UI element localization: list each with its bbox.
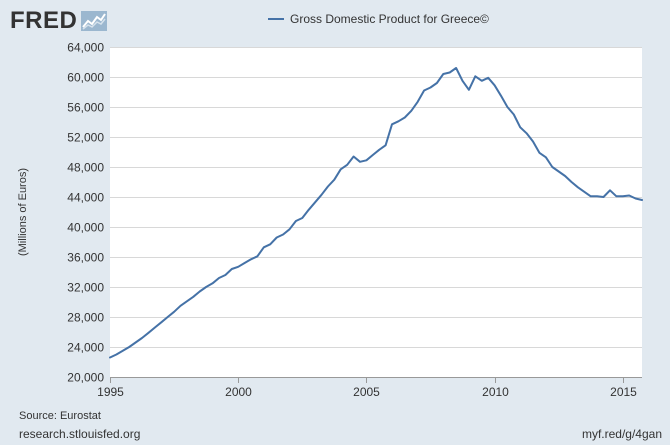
y-tick-label: 56,000 [67, 101, 104, 115]
short-link[interactable]: myf.red/g/4gan [581, 427, 662, 441]
y-tick-label: 64,000 [67, 41, 104, 55]
x-tick-label: 2015 [610, 385, 637, 399]
series-line[interactable] [109, 67, 643, 359]
fred-logo-text: FRED [10, 7, 78, 34]
y-tick-label: 24,000 [67, 341, 104, 355]
y-tick-label: 44,000 [67, 191, 104, 205]
legend-label: Gross Domestic Product for Greece© [290, 12, 489, 26]
y-tick-label: 52,000 [67, 131, 104, 145]
fred-logo[interactable]: FRED [10, 7, 108, 34]
y-tick-label: 32,000 [67, 281, 104, 295]
y-axis-title: (Millions of Euros) [17, 168, 29, 256]
x-tick-label: 2005 [353, 385, 380, 399]
y-tick-label: 28,000 [67, 311, 104, 325]
y-tick-label: 40,000 [67, 221, 104, 235]
x-tick-label: 1995 [97, 385, 124, 399]
source-label: Source: Eurostat [19, 410, 101, 422]
axis-layer: 20,000 24,000 28,000 32,000 36,000 40,000 44,0… [67, 41, 642, 399]
x-tick-label: 2010 [482, 385, 509, 399]
legend-swatch [268, 18, 284, 20]
chart-legend[interactable]: Gross Domestic Product for Greece© [268, 12, 489, 26]
y-tick-label: 20,000 [67, 371, 104, 385]
y-tick-label: 36,000 [67, 251, 104, 265]
site-link[interactable]: research.stlouisfed.org [19, 427, 141, 441]
y-tick-label: 48,000 [67, 161, 104, 175]
x-tick-label: 2000 [225, 385, 252, 399]
fred-chart-icon [81, 11, 108, 31]
y-tick-label: 60,000 [67, 71, 104, 85]
plot-area [110, 47, 642, 377]
series-layer [109, 67, 643, 359]
